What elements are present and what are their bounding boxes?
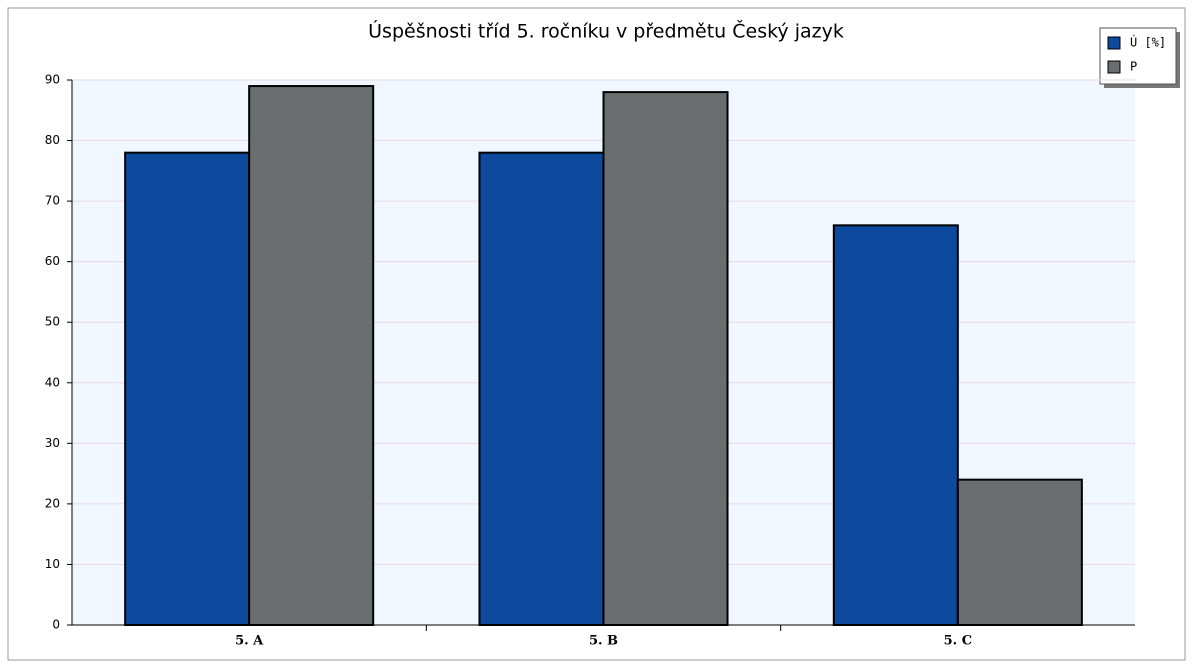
y-tick-label: 60 (45, 254, 60, 268)
y-tick-label: 40 (45, 375, 60, 389)
y-tick-label: 20 (45, 496, 60, 510)
bar (248, 85, 375, 627)
legend-label: Ú [%] (1130, 35, 1166, 50)
y-tick-label: 10 (45, 557, 60, 571)
y-tick-label: 80 (45, 133, 60, 147)
bar (478, 151, 605, 627)
x-tick-label: 5. C (944, 634, 972, 649)
y-tick-label: 0 (52, 618, 60, 632)
bar (602, 91, 729, 627)
y-tick-label: 50 (45, 315, 60, 329)
y-tick-label: 30 (45, 436, 60, 450)
x-tick-label: 5. A (235, 634, 264, 649)
bar (124, 151, 251, 627)
bar (832, 224, 959, 626)
chart-title: Úspěšnosti tříd 5. ročníku v předmětu Če… (368, 19, 844, 43)
y-tick-label: 90 (45, 73, 60, 87)
bar (956, 478, 1083, 626)
legend-swatch (1107, 60, 1121, 74)
legend-box (1099, 27, 1177, 85)
y-tick-label: 70 (45, 194, 60, 208)
legend-label: P (1130, 60, 1137, 74)
legend-swatch (1107, 36, 1121, 50)
legend (1099, 27, 1180, 88)
x-tick-label: 5. B (589, 634, 618, 649)
